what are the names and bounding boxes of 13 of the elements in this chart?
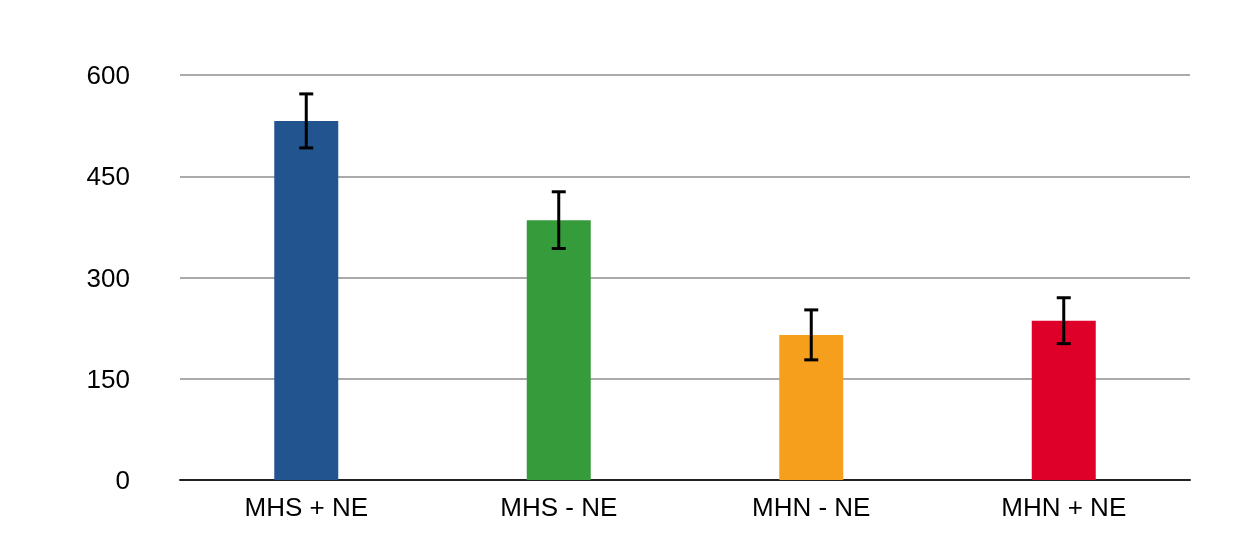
x-tick-label: MHS - NE xyxy=(500,492,618,522)
y-tick-label: 0 xyxy=(115,465,130,495)
bar xyxy=(274,120,339,480)
y-tick-label: 600 xyxy=(86,60,130,90)
bar xyxy=(526,220,591,480)
y-tick-label: 300 xyxy=(86,262,130,293)
bar xyxy=(779,334,844,480)
y-tick-label: 150 xyxy=(86,363,130,394)
bar xyxy=(1031,320,1096,480)
x-tick-label: MHN + NE xyxy=(1001,492,1127,522)
y-tick-label: 450 xyxy=(86,161,130,192)
x-tick-label: MHN - NE xyxy=(752,492,871,522)
x-tick-label: MHS + NE xyxy=(244,492,369,522)
